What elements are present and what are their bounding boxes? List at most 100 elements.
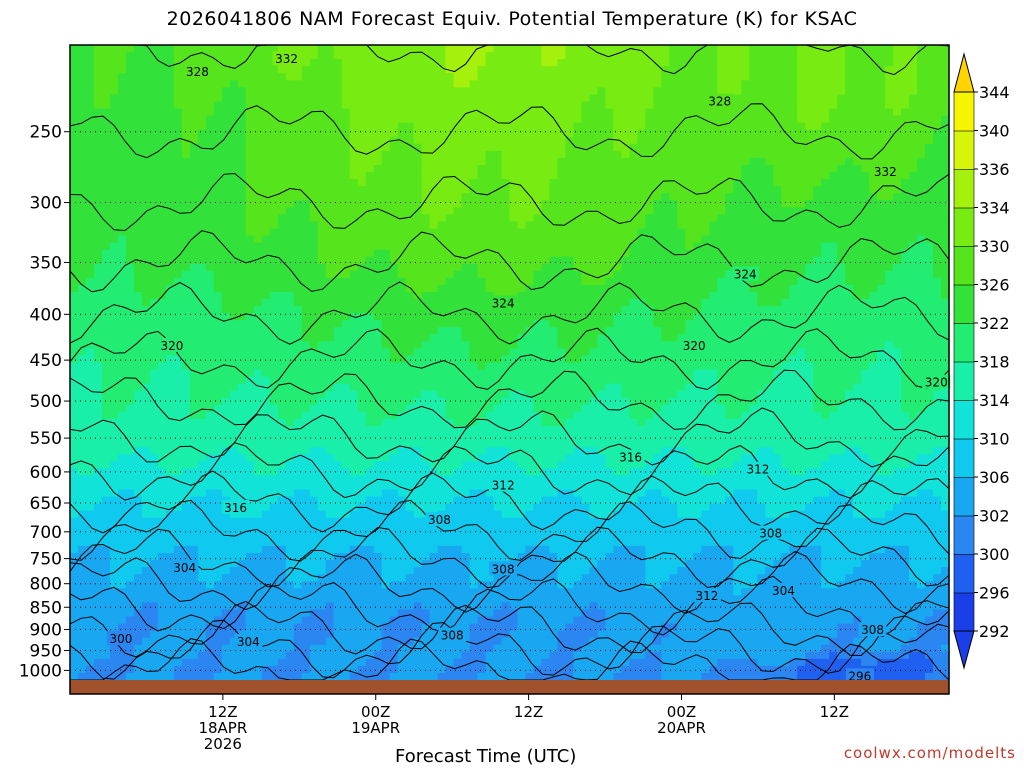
heat-cell <box>461 45 471 53</box>
heat-cell <box>269 200 279 208</box>
heat-cell <box>357 150 367 159</box>
heat-cell <box>701 108 710 117</box>
heat-cell <box>77 115 87 124</box>
heat-cell <box>845 207 854 215</box>
heat-cell <box>301 327 311 335</box>
heat-cell <box>733 327 742 335</box>
heat-cell <box>157 306 167 314</box>
heat-cell <box>685 193 694 201</box>
heat-cell <box>613 291 622 300</box>
heat-cell <box>757 284 766 293</box>
heat-cell <box>845 94 854 103</box>
heat-cell <box>669 59 678 67</box>
heat-cell <box>357 186 367 194</box>
heat-cell <box>365 263 375 272</box>
heat-cell <box>477 157 487 166</box>
heat-cell <box>333 115 343 124</box>
heat-cell <box>581 334 591 342</box>
heat-cell <box>477 122 487 131</box>
heat-cell <box>549 299 559 307</box>
heat-cell <box>309 94 319 103</box>
heat-cell <box>325 221 335 230</box>
heat-cell <box>389 348 399 357</box>
heat-cell <box>781 348 790 357</box>
heat-cell <box>437 108 447 117</box>
heat-cell <box>645 80 654 88</box>
heat-cell <box>677 66 686 74</box>
heat-cell <box>701 348 710 357</box>
heat-cell <box>373 263 383 272</box>
heat-cell <box>645 320 654 328</box>
heat-cell <box>589 115 598 124</box>
heat-cell <box>421 263 431 272</box>
heat-cell <box>341 291 351 300</box>
heat-cell <box>485 66 495 74</box>
heat-cell <box>773 101 782 110</box>
heat-cell <box>621 214 630 222</box>
heat-cell <box>133 284 143 293</box>
heat-cell <box>573 348 583 357</box>
heat-cell <box>93 59 103 67</box>
heat-cell <box>821 164 830 173</box>
heat-cell <box>741 200 750 208</box>
heat-cell <box>509 306 519 314</box>
heat-cell <box>389 45 399 53</box>
heat-cell <box>653 256 662 265</box>
heat-cell <box>445 362 455 371</box>
heat-cell <box>325 313 335 321</box>
heat-cell <box>581 115 591 124</box>
heat-cell <box>701 52 710 60</box>
heat-cell <box>901 157 910 166</box>
heat-cell <box>357 80 367 88</box>
heat-cell <box>549 193 559 201</box>
heat-cell <box>389 52 399 60</box>
heat-cell <box>629 320 638 328</box>
heat-cell <box>581 186 591 194</box>
heat-cell <box>709 214 718 222</box>
heat-cell <box>501 313 511 321</box>
heat-cell <box>749 172 758 180</box>
heat-cell <box>85 284 95 293</box>
heat-cell <box>621 186 630 194</box>
heat-cell <box>861 355 870 364</box>
heat-cell <box>789 129 798 138</box>
heat-cell <box>581 263 591 272</box>
heat-cell <box>877 150 886 159</box>
heat-cell <box>661 45 670 53</box>
heat-cell <box>277 291 287 300</box>
heat-cell <box>725 214 734 222</box>
heat-cell <box>429 150 439 159</box>
heat-cell <box>485 235 495 244</box>
heat-cell <box>141 242 151 251</box>
heat-cell <box>941 108 950 117</box>
heat-cell <box>605 143 614 152</box>
heat-cell <box>437 242 447 251</box>
heat-cell <box>797 355 806 364</box>
heat-cell <box>549 94 559 103</box>
heat-cell <box>141 136 151 145</box>
heat-cell <box>541 249 551 258</box>
heat-cell <box>149 270 159 279</box>
heat-cell <box>733 94 742 103</box>
heat-cell <box>581 66 591 74</box>
heat-cell <box>397 122 407 131</box>
heat-cell <box>461 80 471 88</box>
heat-cell <box>565 87 575 95</box>
heat-cell <box>741 327 750 335</box>
heat-cell <box>381 242 391 251</box>
heat-cell <box>381 263 391 272</box>
heat-cell <box>701 45 710 53</box>
heat-cell <box>733 249 742 258</box>
heat-cell <box>357 327 367 335</box>
heat-cell <box>493 327 503 335</box>
heat-cell <box>381 228 391 237</box>
heat-cell <box>141 221 151 230</box>
heat-cell <box>213 164 223 173</box>
heat-cell <box>557 45 567 53</box>
heat-cell <box>853 101 862 110</box>
heat-cell <box>765 277 774 286</box>
heat-cell <box>597 291 606 300</box>
heat-cell <box>605 80 614 88</box>
heat-cell <box>317 101 327 110</box>
heat-cell <box>805 122 814 131</box>
